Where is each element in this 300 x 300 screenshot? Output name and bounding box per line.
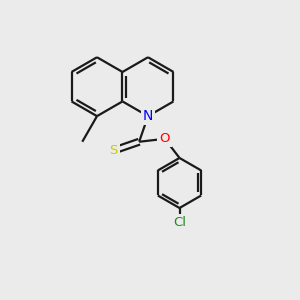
Text: O: O — [160, 132, 170, 145]
Text: N: N — [143, 109, 153, 123]
Text: Cl: Cl — [173, 216, 186, 229]
Text: S: S — [110, 144, 118, 157]
